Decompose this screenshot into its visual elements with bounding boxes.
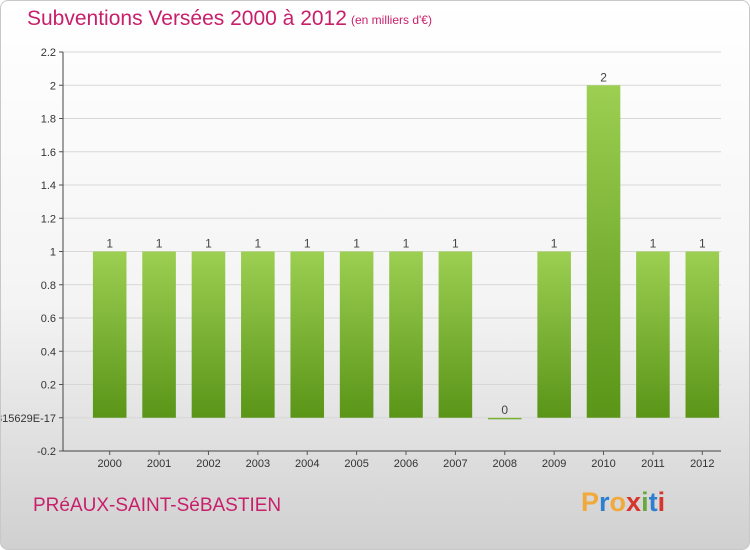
y-tick-label: 1.6 (41, 147, 56, 159)
data-label-2001: 1 (156, 237, 163, 251)
bar-2012 (685, 251, 720, 418)
commune-name: PRéAUX-SAINT-SéBASTIEN (33, 495, 282, 516)
bar-2010 (586, 85, 621, 418)
bar-2007 (438, 251, 473, 418)
chart-title: Subventions Versées 2000 à 2012 (27, 7, 347, 30)
y-tick-label: 0.6 (41, 313, 56, 325)
data-label-2010: 2 (600, 70, 607, 84)
y-tick-label: 2 (50, 80, 56, 92)
y-tick-label: 0.8 (41, 280, 56, 292)
x-tick-label-2001: 2001 (147, 458, 171, 470)
y-tick-labels: -0.2 -1.3877787807815629E-17 0.2 0.4 0.6 0.8 1… (1, 47, 56, 458)
x-tick-label-2011: 2011 (641, 458, 665, 470)
logo-letter: o (609, 487, 627, 517)
x-tick-label-2012: 2012 (690, 458, 714, 470)
logo-letter: t (648, 487, 658, 517)
data-label-2009: 1 (551, 237, 558, 251)
bars (92, 85, 720, 420)
data-label-2002: 1 (205, 237, 212, 251)
bar-2004 (290, 251, 325, 418)
x-tick-label-2004: 2004 (295, 458, 319, 470)
data-label-2012: 1 (699, 237, 706, 251)
x-tick-label-2010: 2010 (591, 458, 615, 470)
bar-2011 (636, 251, 670, 418)
bar-2000 (92, 251, 127, 418)
x-tick-label-2002: 2002 (196, 458, 220, 470)
bar-2002 (191, 251, 226, 418)
logo-letter: i (641, 487, 649, 517)
data-label-2003: 1 (255, 237, 262, 251)
proxiti-logo: Proxiti (581, 487, 665, 518)
logo-letter: i (657, 487, 666, 517)
data-label-2005: 1 (353, 237, 360, 251)
data-label-2006: 1 (403, 237, 410, 251)
data-label-2000: 1 (106, 237, 113, 251)
x-tick-labels: 2000 2001 2002 2003 2004 2005 2006 2007 2008 2009… (97, 458, 714, 470)
y-tick-label: 0.4 (41, 346, 56, 358)
data-label-2008: 0 (501, 403, 508, 417)
bar-2001 (142, 251, 176, 418)
bar-2003 (241, 251, 275, 418)
y-tick-label: 0.2 (41, 380, 56, 392)
x-tick-label-2007: 2007 (443, 458, 467, 470)
bar-2009 (537, 251, 571, 418)
bar-2008 (487, 417, 522, 420)
y-tick-label: 2.2 (41, 47, 56, 59)
logo-letter: r (599, 487, 610, 517)
y-tick-label: 1 (50, 247, 56, 259)
x-tick-label-2005: 2005 (344, 458, 368, 470)
logo-letter: x (626, 487, 642, 517)
data-label-2004: 1 (304, 237, 311, 251)
y-tick-label: 1.8 (41, 114, 56, 126)
x-tick-label-2006: 2006 (394, 458, 418, 470)
bar-2005 (339, 251, 374, 418)
x-tick-label-2008: 2008 (493, 458, 517, 470)
x-tick-label-2000: 2000 (97, 458, 121, 470)
y-tick-label: 1.2 (41, 213, 56, 225)
data-label-2007: 1 (452, 237, 459, 251)
unit-note: (en milliers d'€) (351, 13, 432, 27)
axes (59, 51, 721, 455)
y-tick-label: -0.2 (37, 446, 56, 458)
x-tick-label-2003: 2003 (246, 458, 270, 470)
data-labels: 1 1 1 1 1 1 1 1 0 1 2 1 1 (106, 70, 706, 417)
data-label-2011: 1 (650, 237, 657, 251)
y-tick-label: -1.3877787807815629E-17 (1, 413, 56, 425)
bar-2006 (389, 251, 423, 418)
y-tick-label: 1.4 (41, 180, 56, 192)
x-tick-label-2009: 2009 (542, 458, 566, 470)
logo-letter: P (581, 487, 600, 517)
